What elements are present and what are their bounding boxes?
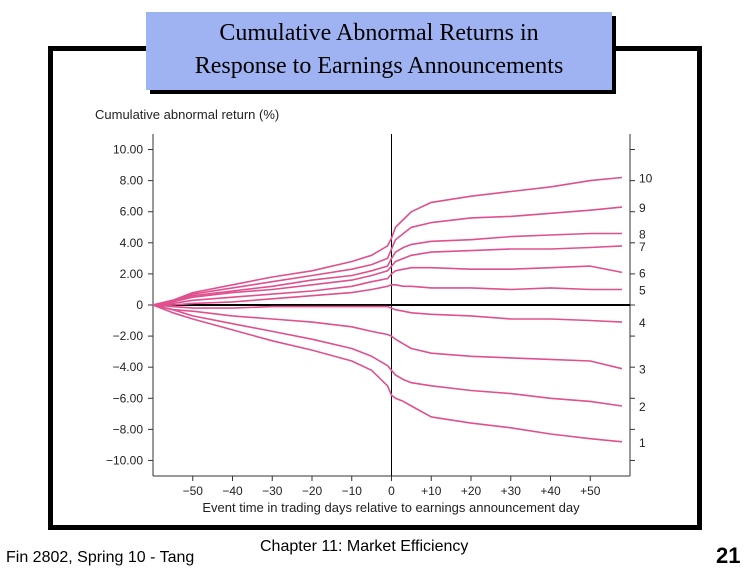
series-line-7 <box>152 245 623 306</box>
y-tick-label: −10.00 <box>106 453 143 467</box>
slide-title-line-2: Response to Earnings Announcements <box>194 53 564 79</box>
series-line-1 <box>152 304 623 443</box>
x-tick-label: −50 <box>183 484 204 498</box>
x-tick-label: −10 <box>342 484 363 498</box>
series-line-2 <box>152 304 623 407</box>
series-label-3: 3 <box>639 363 646 377</box>
series-line-5 <box>153 283 622 306</box>
series-label-10: 10 <box>639 172 653 186</box>
x-tick-label: +40 <box>540 484 561 498</box>
series-label-2: 2 <box>639 400 646 414</box>
series-label-7: 7 <box>639 240 646 254</box>
x-tick-label: +30 <box>501 484 522 498</box>
y-tick-label: 10.00 <box>113 143 143 157</box>
x-axis-label: Event time in trading days relative to e… <box>202 500 580 515</box>
series-line-8 <box>152 232 622 306</box>
x-tick-label: −30 <box>262 484 283 498</box>
page-number: 21 <box>716 543 741 568</box>
series-label-4: 4 <box>639 316 646 330</box>
series-line-4 <box>152 304 623 323</box>
y-tick-label: −4.00 <box>113 360 144 374</box>
series-label-9: 9 <box>639 201 646 215</box>
slide-title: Cumulative Abnormal Returns in Response … <box>146 12 612 90</box>
x-tick-label: 0 <box>388 484 395 498</box>
x-tick-label: −20 <box>302 484 323 498</box>
y-tick-label: 6.00 <box>120 205 144 219</box>
series-line-6 <box>152 265 623 306</box>
slide-title-line-1: Cumulative Abnormal Returns in <box>219 20 539 46</box>
series-line-10 <box>152 176 623 306</box>
footer-course: Fin 2802, Spring 10 - Tang <box>6 549 195 566</box>
y-tick-label: 2.00 <box>120 267 144 281</box>
series-label-6: 6 <box>639 266 646 280</box>
axes-group: 10.00 8.00 6.00 4.00 2.00 0 −2.00 −4.00 −6.00 −8.… <box>106 134 635 498</box>
y-tick-label: 8.00 <box>120 174 144 188</box>
y-tick-label: 4.00 <box>120 236 144 250</box>
series-label-5: 5 <box>639 283 646 297</box>
x-tick-label: +10 <box>421 484 442 498</box>
y-tick-label: −8.00 <box>113 422 144 436</box>
series-label-1: 1 <box>639 436 646 450</box>
y-tick-label: −2.00 <box>113 329 144 343</box>
x-tick-label: +20 <box>461 484 482 498</box>
series-line-9 <box>152 206 623 306</box>
series-line-3 <box>152 304 623 370</box>
series-label-8: 8 <box>639 227 646 241</box>
x-tick-label: +50 <box>580 484 601 498</box>
y-tick-label: −6.00 <box>113 391 144 405</box>
footer-chapter: Chapter 11: Market Efficiency <box>260 538 469 555</box>
series-group: 10 9 87 6 5 4 3 2 1 <box>152 172 653 450</box>
y-tick-label: 0 <box>136 298 143 312</box>
y-axis-label: Cumulative abnormal return (%) <box>95 107 279 122</box>
x-tick-label: −40 <box>222 484 243 498</box>
